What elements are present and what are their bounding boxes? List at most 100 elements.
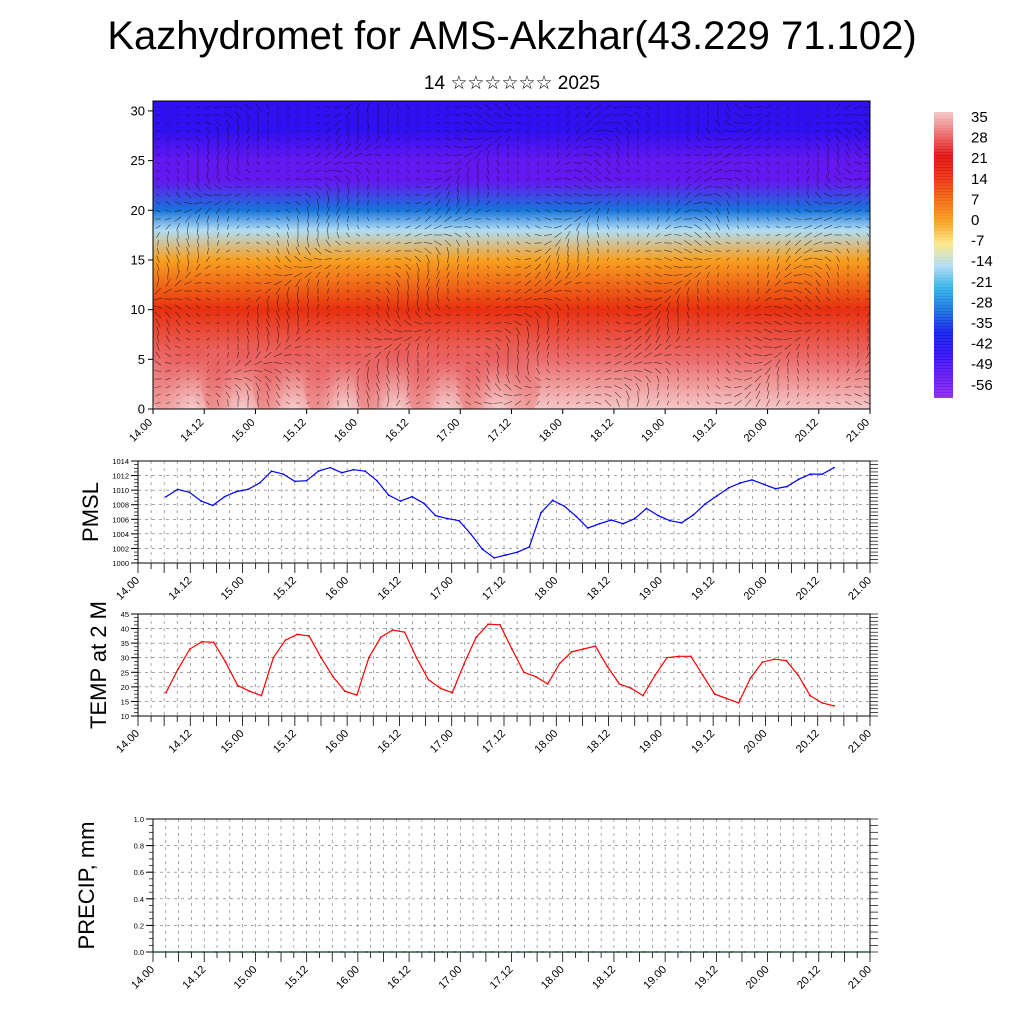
wind-vector: [296, 121, 300, 125]
wind-vector: [516, 241, 520, 245]
wind-vector: [454, 232, 462, 238]
wind-vector: [356, 290, 360, 292]
wind-vector: [827, 377, 829, 381]
wind-vector: [847, 256, 849, 262]
wind-vector: [287, 239, 289, 247]
wind-vector: [416, 161, 420, 165]
wind-vector: [515, 104, 521, 110]
wind-vector: [283, 273, 293, 277]
wind-vector: [486, 367, 490, 375]
wind-vector: [307, 230, 309, 240]
wind-vector: [544, 247, 552, 255]
data-point: [308, 635, 310, 637]
wind-vector: [475, 208, 481, 214]
wind-vector: [537, 169, 539, 173]
wind-vector: [313, 258, 323, 260]
wind-vector: [464, 106, 472, 108]
wind-vector: [554, 193, 562, 197]
wind-vector: [244, 360, 252, 366]
wind-vector: [195, 136, 201, 142]
wind-vector: [467, 256, 469, 262]
wind-vector: [207, 231, 209, 239]
wind-vector: [607, 216, 609, 222]
wind-vector: [643, 362, 653, 364]
wind-vector: [707, 304, 709, 310]
wind-vector: [856, 360, 860, 366]
x-tick-label: 16.12: [376, 728, 404, 756]
wind-vector: [173, 297, 183, 301]
wind-vector: [734, 170, 742, 172]
wind-vector: [376, 217, 380, 221]
wind-vector: [214, 120, 222, 126]
wind-vector: [317, 304, 319, 310]
wind-vector: [236, 208, 240, 214]
wind-vector: [386, 288, 390, 294]
wind-vector: [687, 113, 689, 117]
wind-vector: [556, 369, 560, 373]
wind-vector: [275, 217, 281, 221]
wind-vector: [854, 143, 862, 151]
wind-vector: [416, 177, 420, 181]
wind-vector: [416, 343, 420, 351]
wind-vector: [806, 145, 810, 149]
wind-vector: [395, 272, 401, 278]
wind-vector: [625, 186, 631, 188]
wind-vector: [644, 343, 652, 351]
x-tick-label: 20.12: [795, 964, 823, 992]
data-point: [356, 694, 358, 696]
wind-vector: [797, 105, 799, 109]
wind-vector: [356, 306, 360, 308]
wind-vector: [414, 233, 422, 237]
wind-vector: [396, 350, 400, 360]
wind-vector: [813, 250, 823, 252]
colorbar-label: -49: [971, 356, 993, 373]
wind-vector: [583, 146, 593, 148]
wind-vector: [836, 158, 840, 168]
wind-vector: [596, 346, 600, 348]
wind-vector: [195, 114, 201, 116]
wind-vector: [506, 160, 510, 166]
wind-vector: [206, 369, 210, 373]
wind-vector: [484, 392, 492, 398]
wind-vector: [295, 279, 301, 287]
wind-vector: [723, 152, 733, 158]
data-point: [693, 951, 695, 953]
wind-vector: [156, 232, 160, 238]
wind-vector: [164, 210, 172, 212]
wind-vector: [233, 105, 243, 109]
wind-vector: [806, 393, 810, 397]
wind-vector: [815, 304, 821, 310]
wind-vector: [844, 113, 852, 117]
wind-vector: [176, 153, 180, 157]
wind-vector: [596, 265, 600, 269]
wind-vector: [316, 214, 320, 224]
data-point: [831, 951, 834, 953]
wind-vector: [375, 320, 381, 326]
wind-vector: [496, 143, 500, 151]
wind-vector: [515, 122, 521, 124]
wind-vector: [765, 288, 771, 294]
wind-vector: [803, 248, 813, 254]
wind-vector: [253, 360, 263, 366]
data-point: [340, 471, 343, 474]
wind-vector: [176, 176, 180, 182]
wind-vector: [564, 177, 572, 181]
wind-vector: [307, 295, 309, 303]
wind-vector: [776, 104, 780, 110]
wind-vector: [627, 151, 629, 159]
wind-vector: [564, 290, 572, 292]
wind-vector: [336, 182, 340, 192]
wind-vector: [546, 335, 550, 343]
wind-vector: [647, 383, 649, 391]
wind-vector: [245, 186, 251, 188]
wind-vector: [686, 361, 690, 365]
wind-vector: [476, 306, 480, 308]
wind-vector: [867, 281, 869, 285]
wind-vector: [457, 288, 459, 294]
wind-vector: [737, 289, 739, 293]
wind-vector: [694, 224, 702, 230]
wind-vector: [246, 257, 250, 261]
wind-vector: [355, 346, 361, 348]
wind-vector: [837, 345, 839, 349]
wind-vector: [347, 391, 349, 399]
